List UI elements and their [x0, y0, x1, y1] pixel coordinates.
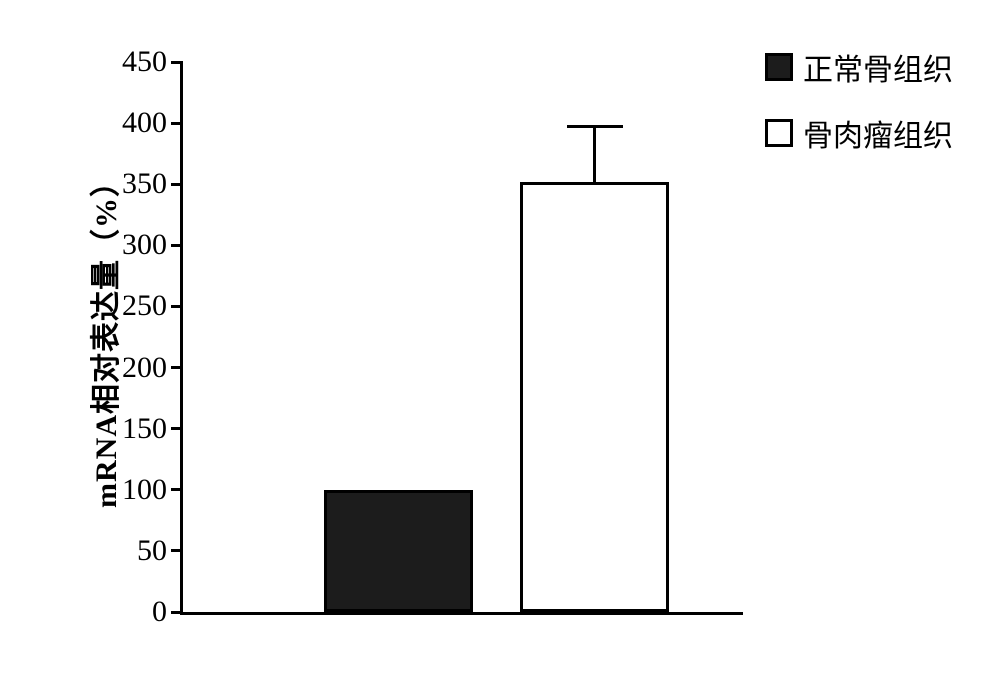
y-tick	[171, 122, 183, 125]
y-tick	[171, 611, 183, 614]
y-tick-label: 100	[122, 473, 167, 507]
y-tick-label: 0	[152, 595, 167, 629]
y-tick	[171, 427, 183, 430]
y-tick-label: 350	[122, 167, 167, 201]
y-tick	[171, 61, 183, 64]
mrna-bar-chart: mRNA相对表达量（%） 050100150200250300350400450…	[70, 40, 950, 650]
y-tick	[171, 305, 183, 308]
y-tick-label: 300	[122, 228, 167, 262]
legend-item: 骨肉瘤组织	[765, 111, 953, 155]
y-tick	[171, 549, 183, 552]
y-tick-label: 250	[122, 289, 167, 323]
y-tick	[171, 244, 183, 247]
legend-swatch	[765, 53, 793, 81]
y-tick	[171, 183, 183, 186]
plot-area: mRNA相对表达量（%） 050100150200250300350400450	[180, 62, 743, 615]
legend: 正常骨组织骨肉瘤组织	[765, 45, 953, 177]
legend-item: 正常骨组织	[765, 45, 953, 89]
y-tick-label: 450	[122, 45, 167, 79]
y-axis-title: mRNA相对表达量（%）	[81, 166, 125, 508]
bar-normal	[324, 490, 472, 612]
legend-label: 正常骨组织	[803, 45, 953, 89]
y-tick-label: 400	[122, 106, 167, 140]
error-bar-cap	[567, 125, 623, 128]
y-tick-label: 200	[122, 351, 167, 385]
y-tick-label: 150	[122, 412, 167, 446]
y-tick-label: 50	[137, 534, 167, 568]
y-tick	[171, 366, 183, 369]
legend-label: 骨肉瘤组织	[803, 111, 953, 155]
y-tick	[171, 488, 183, 491]
legend-swatch	[765, 119, 793, 147]
bar-osteosarcoma	[520, 182, 668, 612]
error-bar-stem	[593, 127, 596, 182]
